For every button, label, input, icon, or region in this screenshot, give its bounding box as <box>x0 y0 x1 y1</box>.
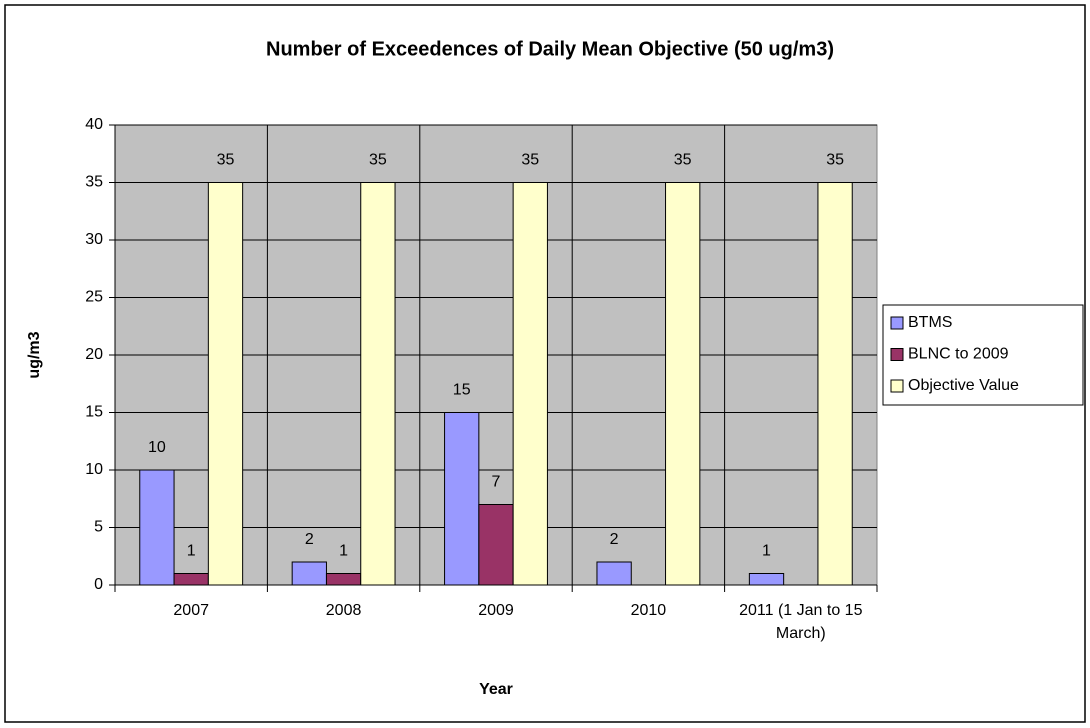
x-tick-label: 2011 (1 Jan to 15 March) <box>739 602 863 642</box>
legend-swatch <box>890 316 904 330</box>
y-tick-label: 10 <box>85 461 103 478</box>
x-tick-label-box: 2007 <box>173 602 209 619</box>
data-label: 10 <box>148 439 166 456</box>
data-label: 15 <box>453 382 471 399</box>
y-tick-label: 5 <box>94 519 103 536</box>
legend-swatch <box>890 348 904 361</box>
data-label: 35 <box>369 152 387 169</box>
y-tick-label: 30 <box>85 231 103 248</box>
bar <box>748 573 785 586</box>
data-label: 1 <box>339 543 348 560</box>
bar <box>512 182 548 586</box>
legend-box <box>882 304 1084 406</box>
y-tick-label: 0 <box>94 576 103 593</box>
bar <box>360 182 396 586</box>
y-axis-label: ug/m3 <box>26 331 43 378</box>
bar <box>478 504 514 586</box>
x-axis-label: Year <box>479 681 513 698</box>
y-tick-label: 35 <box>85 174 103 191</box>
x-tick-label-box: 2009 <box>478 602 514 619</box>
x-tick-label-box: 2011 (1 Jan to 15 March) <box>739 602 863 642</box>
bar <box>596 561 632 586</box>
bar <box>665 182 701 586</box>
bar <box>291 561 327 586</box>
x-tick-label: 2007 <box>173 602 209 619</box>
x-tick-label: 2009 <box>478 602 514 619</box>
data-label: 35 <box>674 152 692 169</box>
data-label: 2 <box>305 531 314 548</box>
x-tick-label-box: 2008 <box>325 602 362 619</box>
x-tick-label: 2008 <box>325 602 362 619</box>
bar <box>207 182 244 586</box>
data-label: 35 <box>217 152 235 169</box>
data-label: 1 <box>187 543 196 560</box>
data-label: 7 <box>492 474 501 491</box>
x-tick-label-box: 2010 <box>630 602 667 619</box>
data-label: 2 <box>610 531 619 548</box>
bar <box>173 573 209 586</box>
legend-label: BLNC to 2009 <box>908 346 1009 363</box>
bar <box>139 469 175 586</box>
x-tick-label: 2010 <box>630 602 667 619</box>
data-label: 35 <box>826 152 844 169</box>
chart-title: Number of Exceedences of Daily Mean Obje… <box>266 38 834 60</box>
y-tick-label: 15 <box>85 404 103 421</box>
bar <box>325 573 362 586</box>
bar <box>817 182 853 586</box>
legend-label: BTMS <box>908 314 952 331</box>
data-label: 1 <box>762 543 771 560</box>
data-label: 35 <box>521 152 539 169</box>
legend-swatch <box>890 379 904 393</box>
y-tick-label: 40 <box>85 116 103 133</box>
legend-label: Objective Value <box>908 377 1019 394</box>
bar <box>444 412 480 586</box>
y-tick-label: 20 <box>85 346 103 363</box>
y-tick-label: 25 <box>85 289 103 306</box>
